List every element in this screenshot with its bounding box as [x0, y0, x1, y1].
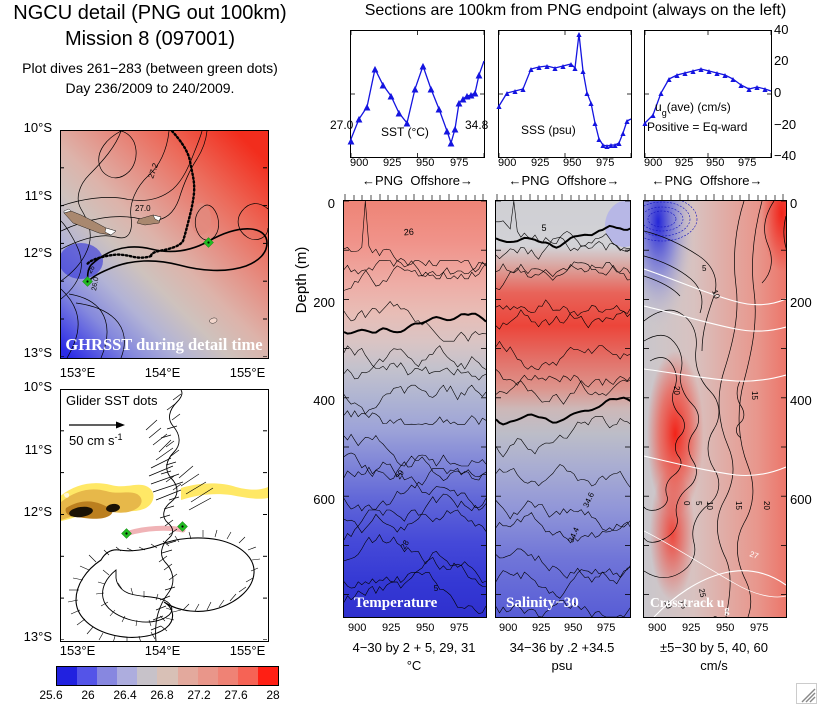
svg-text:0: 0 — [682, 501, 691, 506]
svg-text:5: 5 — [541, 223, 546, 233]
svg-text:5: 5 — [694, 501, 703, 506]
svg-text:26: 26 — [403, 227, 414, 238]
svg-text:SSS (psu): SSS (psu) — [521, 123, 576, 137]
svg-text:Temperature: Temperature — [354, 595, 438, 611]
svg-text:15: 15 — [750, 391, 759, 400]
svg-text:Positive = Eq-ward: Positive = Eq-ward — [647, 120, 747, 134]
svg-text:5: 5 — [434, 584, 439, 593]
svg-text:20: 20 — [672, 386, 681, 395]
svg-text:Salinity−30: Salinity−30 — [506, 595, 579, 611]
svg-text:10: 10 — [705, 501, 714, 510]
svg-text:5: 5 — [702, 264, 707, 273]
svg-text:ug(ave) (cm/s): ug(ave) (cm/s) — [655, 100, 731, 118]
svg-text:SST (°C): SST (°C) — [381, 125, 429, 139]
svg-text:20: 20 — [762, 501, 771, 510]
svg-text:15: 15 — [734, 501, 743, 510]
